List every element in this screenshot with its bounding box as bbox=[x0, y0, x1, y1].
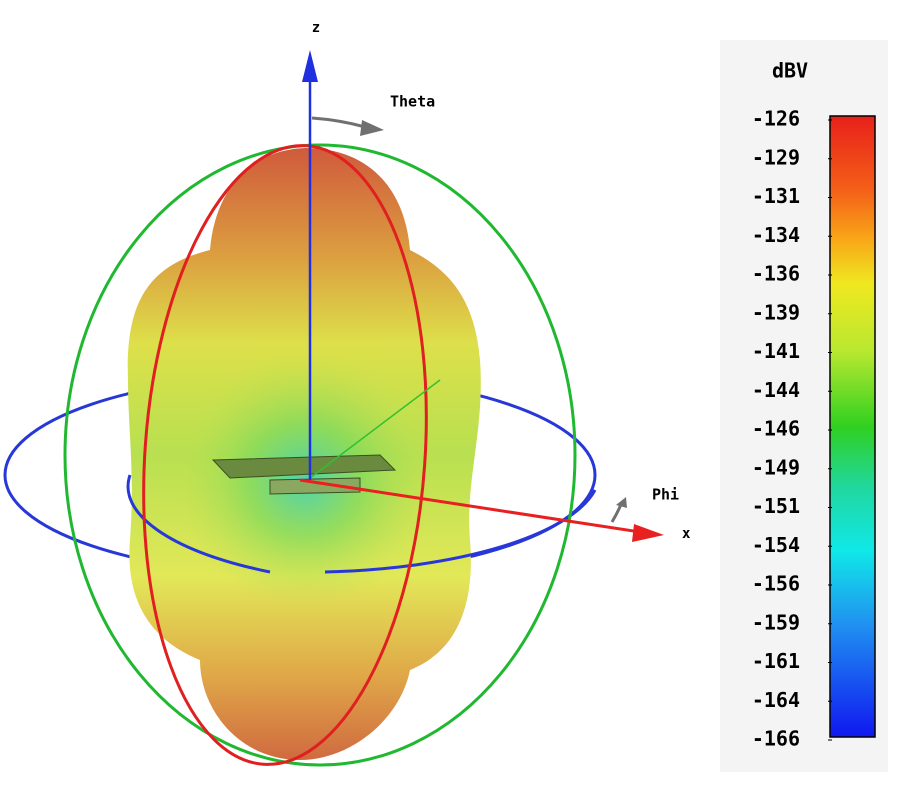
theta-arrowhead bbox=[360, 120, 384, 136]
y-axis bbox=[309, 379, 441, 479]
pattern-3d: z Theta Phi x bbox=[3, 20, 691, 767]
z-label: z bbox=[312, 20, 320, 36]
x-label: x bbox=[682, 526, 691, 542]
z-arrow bbox=[302, 50, 318, 82]
cut-ring bbox=[142, 144, 428, 766]
theta-arrow bbox=[311, 116, 366, 129]
colorbar-tick-label: -159 bbox=[752, 610, 800, 634]
colorbar-tick-label: -139 bbox=[752, 300, 800, 324]
colorbar-tick-label: -166 bbox=[752, 727, 800, 751]
colorbar-tick-label: -154 bbox=[752, 533, 800, 557]
colorbar-unit: dBV bbox=[772, 59, 808, 83]
phi-arrowhead bbox=[616, 497, 627, 508]
theta-ring bbox=[63, 143, 577, 767]
colorbar-tick-label: -146 bbox=[752, 417, 800, 441]
colorbar-panel: dBV -126 -129 -131 -134 -136 -139 -141 -144 -146… bbox=[720, 40, 888, 772]
antenna-substrate bbox=[269, 477, 361, 495]
theta-label: Theta bbox=[390, 93, 435, 111]
colorbar bbox=[829, 115, 876, 738]
colorbar-tick-label: -164 bbox=[752, 688, 800, 712]
colorbar-tick-label: -161 bbox=[752, 649, 800, 673]
colorbar-tick-label: -149 bbox=[752, 455, 800, 479]
colorbar-tick-label: -126 bbox=[752, 107, 800, 131]
antenna bbox=[211, 454, 397, 479]
phi-ring-front bbox=[126, 474, 597, 574]
colorbar-tick-label: -131 bbox=[752, 184, 800, 208]
colorbar-tick-label: -129 bbox=[752, 145, 800, 169]
colorbar-tick-label: -141 bbox=[752, 339, 800, 363]
x-axis bbox=[299, 478, 641, 534]
colorbar-tick-label: -151 bbox=[752, 494, 800, 518]
x-arrow bbox=[632, 524, 664, 542]
colorbar-tick-label: -156 bbox=[752, 572, 800, 596]
colorbar-tick-label: -144 bbox=[752, 378, 800, 402]
colorbar-tick-label: -136 bbox=[752, 262, 800, 286]
colorbar-tick-label: -134 bbox=[752, 223, 800, 247]
phi-label: Phi bbox=[652, 486, 679, 504]
